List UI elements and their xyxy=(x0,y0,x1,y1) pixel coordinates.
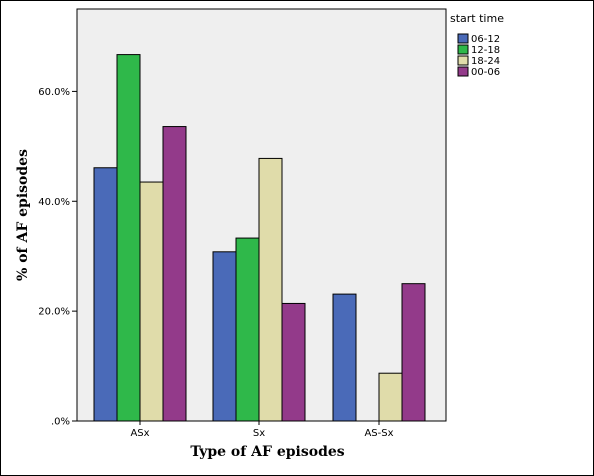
x-tick-label: ASx xyxy=(130,428,149,439)
bar-18-24-AS-Sx xyxy=(378,372,403,422)
bar-00-06-AS-Sx xyxy=(401,283,426,422)
legend-label: 12-18 xyxy=(471,45,500,56)
bar-06-12-AS-Sx xyxy=(332,293,357,422)
bars xyxy=(93,54,426,422)
y-axis-title: % of AF episodes xyxy=(15,149,31,281)
legend-swatch-18-24 xyxy=(457,55,469,66)
y-axis: .0% 20.0% 40.0% 60.0% xyxy=(38,87,77,428)
bar-12-18-ASx xyxy=(116,54,141,422)
legend-label: 00-06 xyxy=(471,67,500,78)
bar-18-24-Sx xyxy=(258,157,283,422)
legend-swatch-06-12 xyxy=(457,33,469,44)
y-tick-label: 40.0% xyxy=(38,197,70,208)
bar-06-12-ASx xyxy=(93,167,118,422)
legend-swatch-12-18 xyxy=(457,44,469,55)
y-tick-label: 60.0% xyxy=(38,87,70,98)
x-tick-label: Sx xyxy=(253,428,265,439)
bar-00-06-Sx xyxy=(281,302,306,422)
legend-swatch-00-06 xyxy=(457,66,469,77)
x-tick-label: AS-Sx xyxy=(364,428,393,439)
y-tick-label: .0% xyxy=(51,417,70,428)
bar-18-24-ASx xyxy=(139,181,164,422)
legend-label: 18-24 xyxy=(471,56,500,67)
bar-00-06-ASx xyxy=(162,126,187,422)
bar-12-18-Sx xyxy=(235,237,260,422)
legend-title: start time xyxy=(450,12,504,25)
bar-06-12-Sx xyxy=(212,251,237,422)
y-tick-label: 20.0% xyxy=(38,307,70,318)
x-axis-title: Type of AF episodes xyxy=(190,444,344,460)
x-axis: ASx Sx AS-Sx xyxy=(130,421,394,439)
legend-label: 06-12 xyxy=(471,34,500,45)
